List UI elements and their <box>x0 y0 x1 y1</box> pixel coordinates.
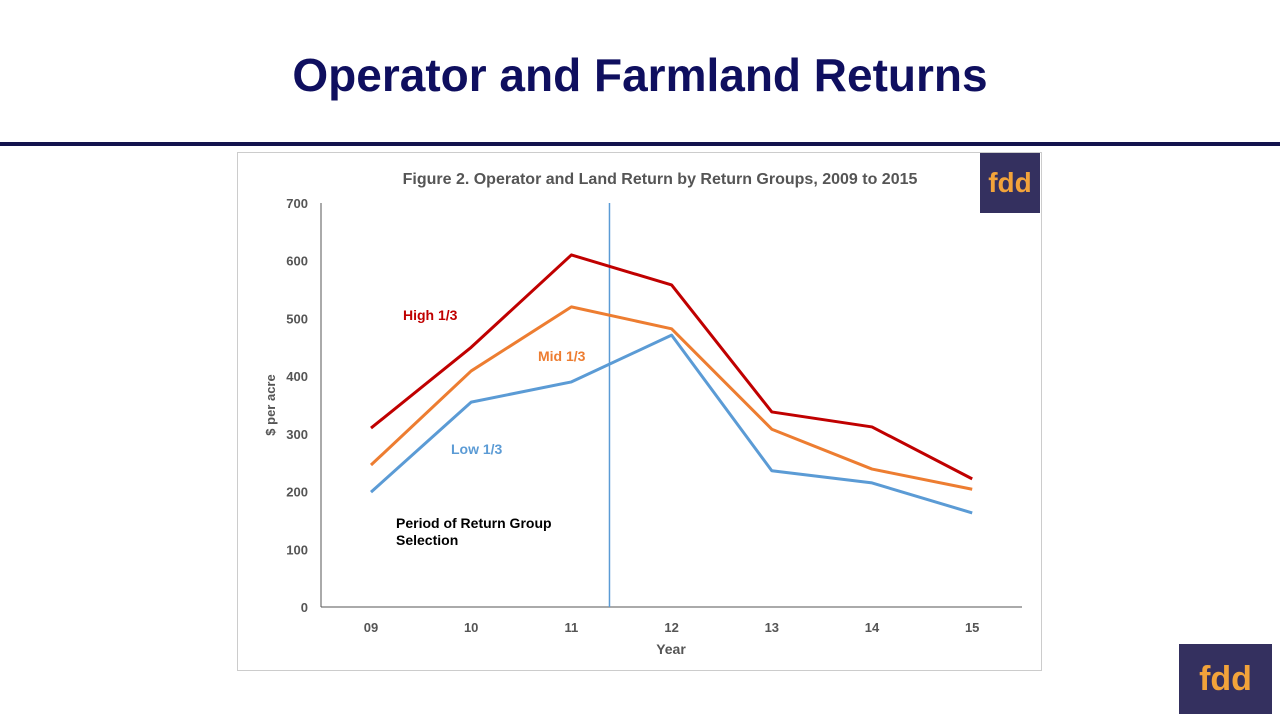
y-tick-label: 200 <box>286 485 308 500</box>
slide-title: Operator and Farmland Returns <box>292 49 988 101</box>
y-tick-label: 400 <box>286 369 308 384</box>
series-label: Mid 1/3 <box>538 348 586 364</box>
y-tick-label: 100 <box>286 542 308 557</box>
logo-text: fdd <box>988 167 1032 198</box>
y-tick-label: 500 <box>286 311 308 326</box>
annotation-text: Period of Return Group <box>396 515 552 531</box>
chart-logo: fdd <box>980 153 1040 213</box>
y-tick-label: 0 <box>301 600 308 615</box>
y-tick-label: 300 <box>286 427 308 442</box>
y-tick-label: 600 <box>286 254 308 269</box>
series-label: Low 1/3 <box>451 441 503 457</box>
x-tick-label: 10 <box>464 620 478 635</box>
x-tick-label: 14 <box>865 620 880 635</box>
annotation-text: Selection <box>396 532 458 548</box>
x-axis-label: Year <box>656 641 686 657</box>
series-line-low <box>369 333 973 515</box>
chart-figure <box>237 152 1042 671</box>
chart-title: Figure 2. Operator and Land Return by Re… <box>403 171 918 188</box>
x-tick-label: 13 <box>765 620 779 635</box>
series-line-high <box>370 253 973 481</box>
series-line-mid <box>369 305 973 491</box>
title-divider <box>0 142 1280 146</box>
y-tick-label: 700 <box>286 196 308 211</box>
x-tick-label: 11 <box>565 620 579 635</box>
slide-logo: fdd <box>1179 644 1272 714</box>
x-tick-label: 12 <box>664 620 678 635</box>
x-tick-label: 09 <box>364 620 378 635</box>
y-axis-label: $ per acre <box>263 374 278 435</box>
series-label: High 1/3 <box>403 307 458 323</box>
logo-text: fdd <box>1199 659 1252 698</box>
x-tick-label: 15 <box>965 620 979 635</box>
